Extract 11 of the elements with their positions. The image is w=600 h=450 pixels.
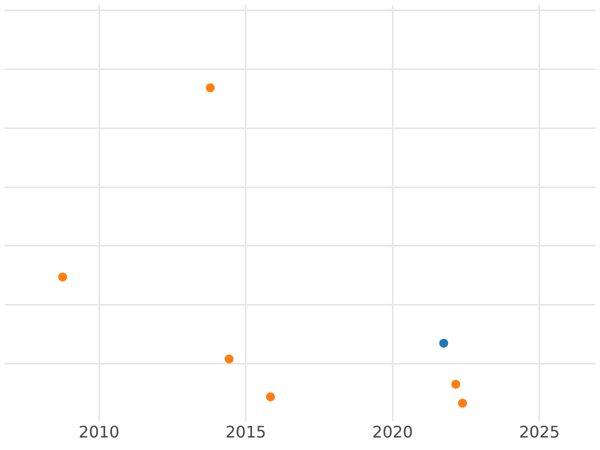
point bbox=[58, 272, 68, 282]
x-tick-label: 2010 bbox=[78, 422, 120, 442]
point bbox=[224, 354, 234, 364]
x-tick-label: 2015 bbox=[225, 422, 266, 442]
point bbox=[451, 380, 460, 389]
point bbox=[206, 83, 215, 92]
x-tick-label: 2025 bbox=[519, 422, 560, 442]
point bbox=[266, 392, 275, 402]
point bbox=[439, 338, 448, 348]
point bbox=[458, 398, 468, 408]
x-tick-label: 2020 bbox=[372, 422, 413, 442]
